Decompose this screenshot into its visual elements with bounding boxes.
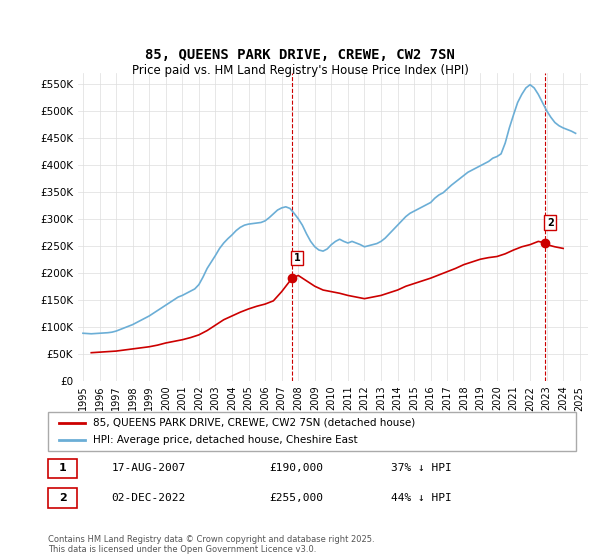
Text: 85, QUEENS PARK DRIVE, CREWE, CW2 7SN: 85, QUEENS PARK DRIVE, CREWE, CW2 7SN <box>145 48 455 62</box>
Text: 1: 1 <box>293 253 301 263</box>
Text: 44% ↓ HPI: 44% ↓ HPI <box>391 493 452 503</box>
Text: £255,000: £255,000 <box>270 493 324 503</box>
Text: 2: 2 <box>59 493 67 503</box>
Text: 85, QUEENS PARK DRIVE, CREWE, CW2 7SN (detached house): 85, QUEENS PARK DRIVE, CREWE, CW2 7SN (d… <box>93 418 415 428</box>
Text: Price paid vs. HM Land Registry's House Price Index (HPI): Price paid vs. HM Land Registry's House … <box>131 64 469 77</box>
FancyBboxPatch shape <box>48 488 77 508</box>
Text: 2: 2 <box>547 218 554 228</box>
Text: £190,000: £190,000 <box>270 463 324 473</box>
Text: Contains HM Land Registry data © Crown copyright and database right 2025.
This d: Contains HM Land Registry data © Crown c… <box>48 535 374 554</box>
Text: HPI: Average price, detached house, Cheshire East: HPI: Average price, detached house, Ches… <box>93 435 358 445</box>
Text: 17-AUG-2007: 17-AUG-2007 <box>112 463 185 473</box>
FancyBboxPatch shape <box>48 412 576 451</box>
Text: 1: 1 <box>59 463 67 473</box>
Text: 02-DEC-2022: 02-DEC-2022 <box>112 493 185 503</box>
Text: 37% ↓ HPI: 37% ↓ HPI <box>391 463 452 473</box>
FancyBboxPatch shape <box>48 459 77 478</box>
